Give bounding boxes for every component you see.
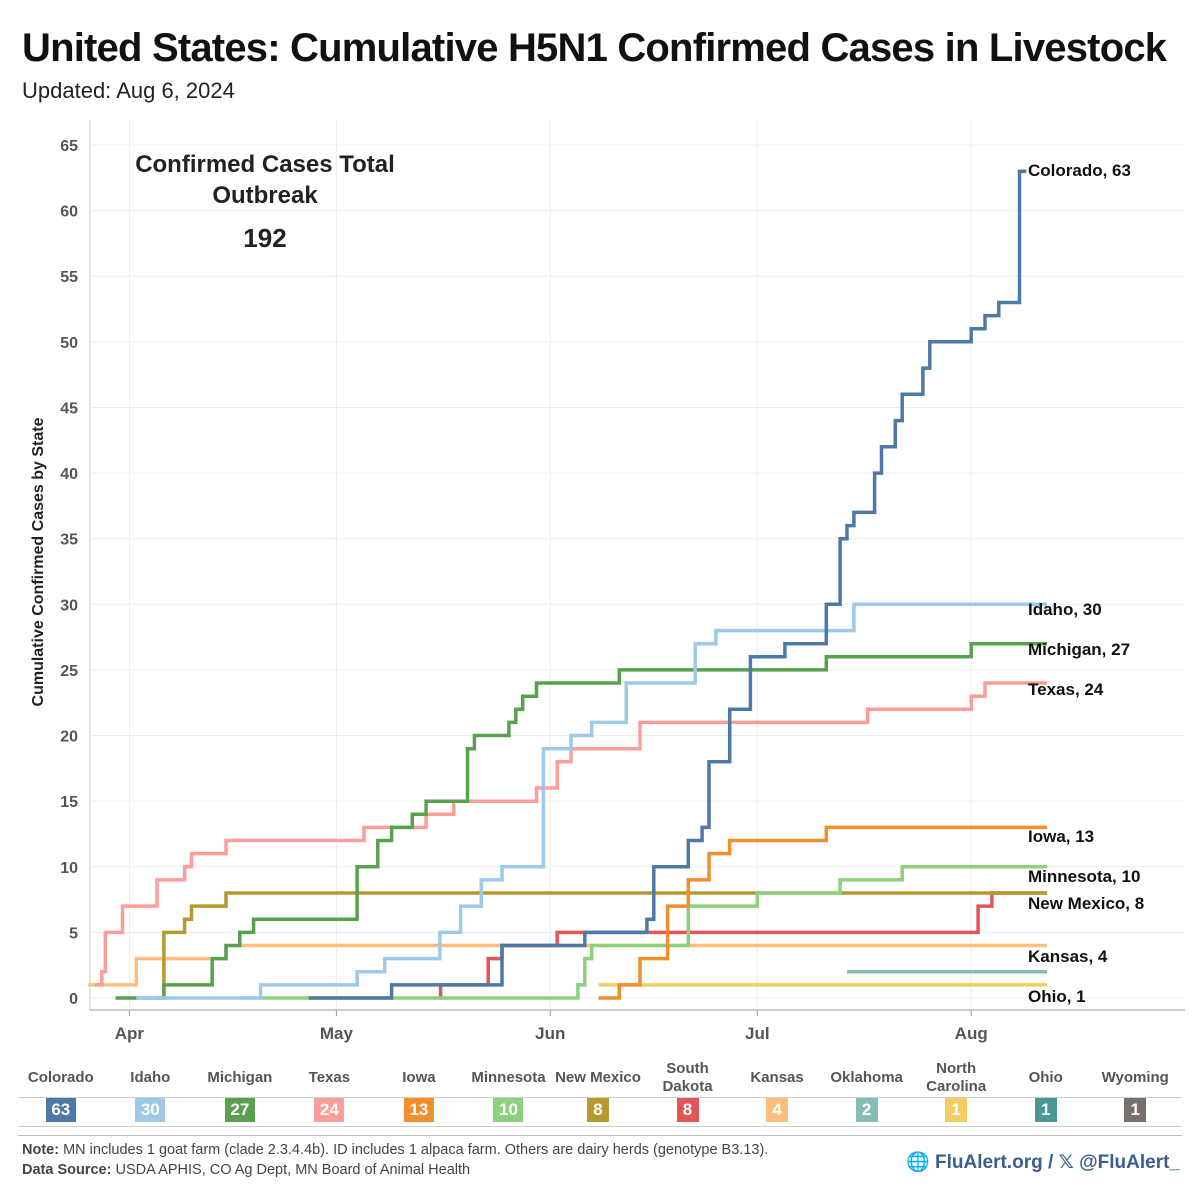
- legend-count-badge: 1: [945, 1098, 968, 1122]
- y-tick-label: 15: [60, 794, 78, 811]
- summary-box-title-2: Outbreak: [212, 182, 318, 209]
- y-tick-label: 65: [60, 138, 78, 155]
- summary-box-title-1: Confirmed Cases Total: [135, 151, 395, 178]
- end-label-texas: Texas, 24: [1028, 680, 1104, 699]
- legend-count-badge: 30: [135, 1098, 166, 1122]
- series-line-texas: [94, 681, 1048, 987]
- end-label-kansas: Kansas, 4: [1028, 947, 1108, 966]
- y-tick-label: 60: [60, 204, 78, 221]
- x-tick-label: Apr: [115, 1024, 145, 1043]
- end-label-iowa: Iowa, 13: [1028, 827, 1094, 846]
- legend-name: Iowa: [402, 1069, 436, 1086]
- source-label: Data Source:: [22, 1162, 112, 1178]
- y-tick-label: 55: [60, 269, 78, 286]
- y-tick-label: 5: [69, 925, 78, 942]
- chart-title: United States: Cumulative H5N1 Confirmed…: [22, 26, 1167, 70]
- y-tick-label: 25: [60, 663, 78, 680]
- legend-count-badge: 63: [45, 1098, 76, 1122]
- legend-count-badge: 8: [587, 1098, 609, 1122]
- summary-box: Confirmed Cases Total Outbreak 192: [135, 151, 395, 253]
- legend-count-badge: 2: [855, 1098, 878, 1122]
- x-tick-label: Jul: [745, 1024, 770, 1043]
- x-tick-label: Jun: [535, 1024, 565, 1043]
- legend-name: Colorado: [27, 1069, 94, 1086]
- end-label-idaho: Idaho, 30: [1028, 600, 1102, 619]
- note-text: MN includes 1 goat farm (clade 2.3.4.4b)…: [59, 1142, 769, 1158]
- legend-count-badge: 1: [1034, 1098, 1057, 1122]
- y-tick-label: 30: [60, 597, 78, 614]
- legend-count-badge: 4: [766, 1098, 789, 1122]
- series-line-new-mexico: [157, 891, 1048, 1000]
- legend-name: New Mexico: [555, 1069, 641, 1086]
- legend-count-badge: 24: [314, 1098, 345, 1122]
- end-label-colorado: Colorado, 63: [1028, 161, 1131, 180]
- end-label-ohio: Ohio, 1: [1028, 987, 1086, 1006]
- legend-count-badge: 1: [1124, 1098, 1147, 1122]
- x-tick-label: May: [320, 1024, 354, 1043]
- globe-icon: 🌐: [906, 1152, 930, 1173]
- legend-name: Michigan: [207, 1069, 273, 1086]
- legend-name: North Carolina: [926, 1060, 987, 1095]
- brand-text: FluAlert.org / 𝕏 @FluAlert_: [935, 1152, 1180, 1173]
- chart-subtitle: Updated: Aug 6, 2024: [22, 78, 235, 103]
- series-line-idaho: [136, 602, 1048, 1000]
- series-lines: [88, 169, 1048, 1000]
- x-tick-label: Aug: [955, 1024, 988, 1043]
- footer-divider: [18, 1135, 1182, 1136]
- legend-name: Texas: [308, 1069, 351, 1086]
- y-tick-label: 20: [60, 729, 78, 746]
- footer-source: Data Source: USDA APHIS, CO Ag Dept, MN …: [22, 1162, 470, 1178]
- end-labels: Colorado, 63 Idaho, 30 Michigan, 27 Texas, …: [1028, 161, 1144, 1006]
- footer-note: Note: MN includes 1 goat farm (clade 2.3…: [22, 1142, 768, 1158]
- plot-area: [90, 120, 1185, 1010]
- series-line-kansas: [88, 943, 1048, 987]
- brand-credit[interactable]: 🌐 FluAlert.org / 𝕏 @FluAlert_: [906, 1150, 1180, 1174]
- source-text: USDA APHIS, CO Ag Dept, MN Board of Anim…: [111, 1162, 471, 1178]
- y-tick-label: 50: [60, 335, 78, 352]
- y-tick-label: 0: [69, 991, 78, 1008]
- series-line-iowa: [598, 825, 1048, 1000]
- end-label-new-mexico: New Mexico, 8: [1028, 894, 1144, 913]
- legend-name: Minnesota: [471, 1069, 546, 1086]
- series-line-minnesota: [239, 865, 1048, 1000]
- end-label-michigan: Michigan, 27: [1028, 640, 1130, 659]
- summary-box-value: 192: [243, 223, 286, 253]
- x-axis-ticks: Apr May Jun Jul Aug: [115, 1024, 988, 1043]
- note-label: Note:: [22, 1142, 60, 1158]
- legend-count-badge: 10: [493, 1098, 524, 1122]
- y-axis-label: Cumulative Confirmed Cases by State: [30, 417, 47, 706]
- series-line-colorado: [308, 169, 1027, 1000]
- legend-name: Kansas: [750, 1069, 804, 1086]
- legend-name: Ohio: [1028, 1069, 1063, 1086]
- series-line-michigan: [115, 641, 1048, 1000]
- legend-badge-band: [18, 1097, 1182, 1127]
- legend-name: Wyoming: [1101, 1069, 1169, 1086]
- legend-name: Oklahoma: [830, 1069, 903, 1086]
- y-tick-label: 40: [60, 466, 78, 483]
- state-legend: Colorado 63 Idaho 30 Michigan 27 Texas 24 Iowa 13…: [18, 1060, 1178, 1124]
- legend-count-badge: 13: [403, 1098, 434, 1122]
- legend-count-badge: 8: [676, 1098, 699, 1122]
- y-tick-label: 35: [60, 532, 78, 549]
- legend-name: Idaho: [130, 1069, 171, 1086]
- legend-name: South Dakota: [662, 1060, 713, 1095]
- y-tick-label: 45: [60, 400, 78, 417]
- y-tick-label: 10: [60, 860, 78, 877]
- end-label-minnesota: Minnesota, 10: [1028, 867, 1140, 886]
- legend-count-badge: 27: [224, 1098, 255, 1122]
- y-axis-ticks: 0 5 10 15 20 25 30 35 40 45 50 55 60 65: [60, 138, 78, 1008]
